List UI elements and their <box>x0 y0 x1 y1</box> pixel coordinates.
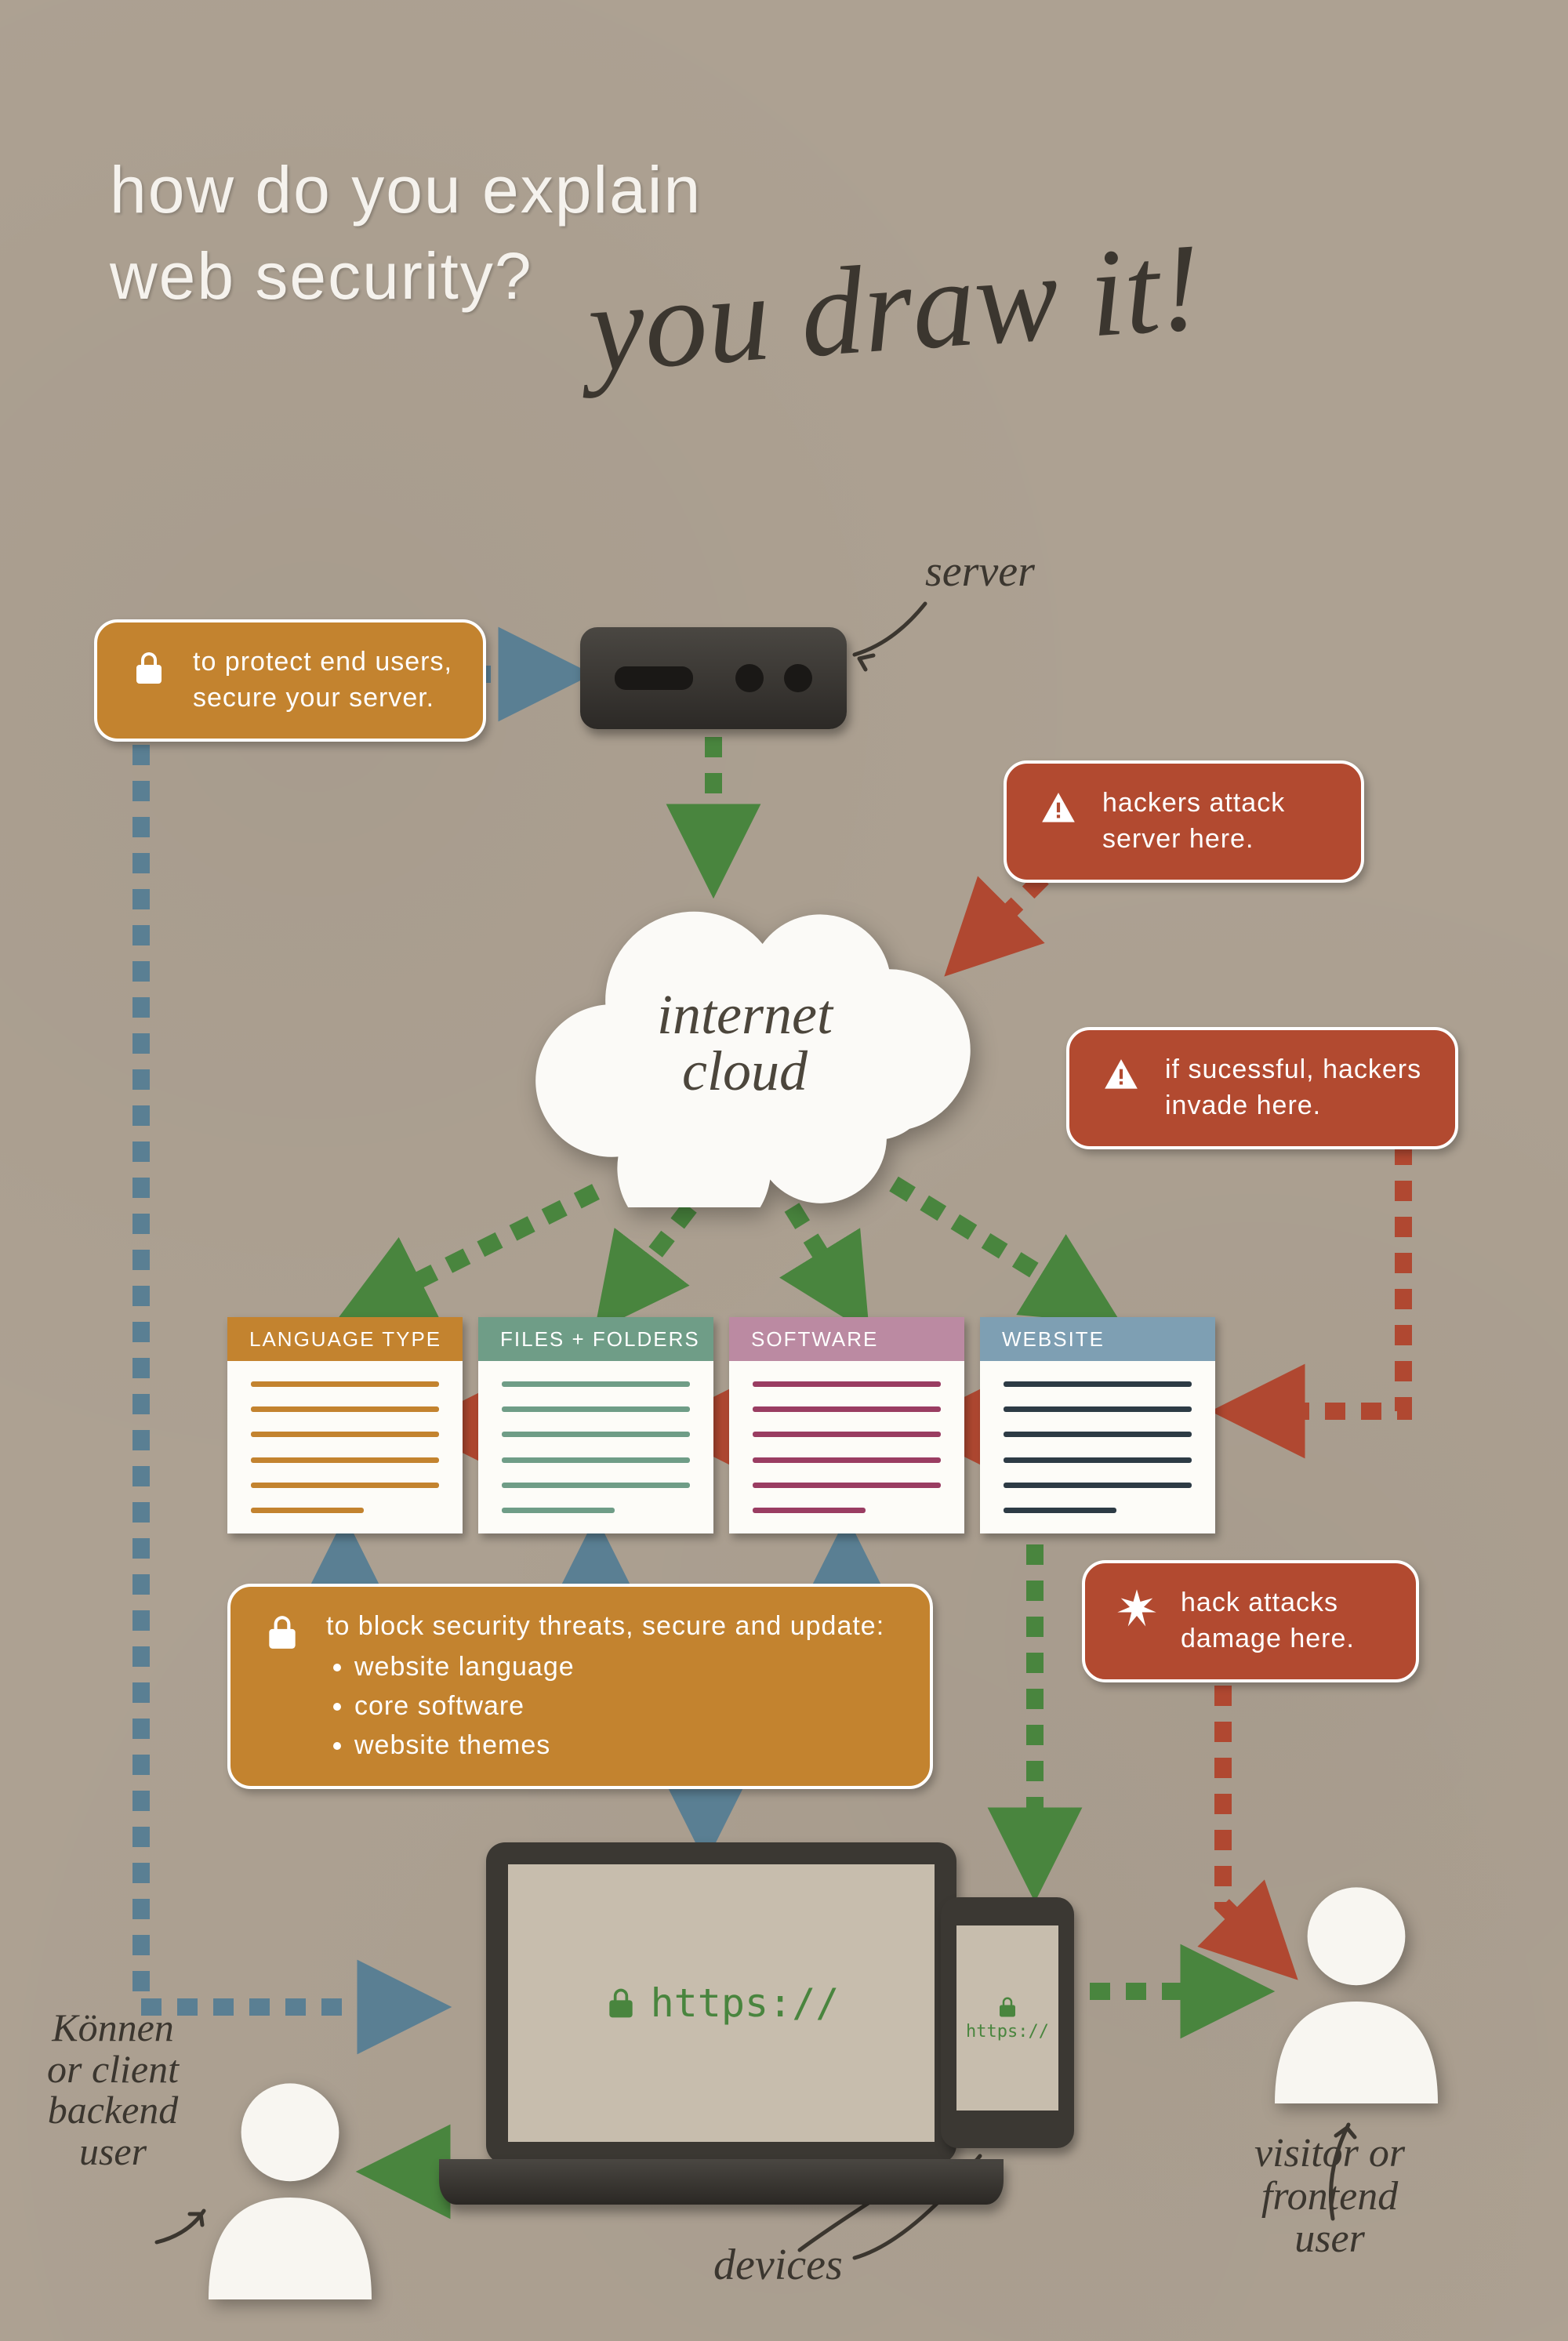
title-line-1: how do you explain <box>110 149 702 231</box>
callout-hackers-attack: hackers attack server here. <box>1004 760 1364 883</box>
card-tab: LANGUAGE TYPE <box>227 1317 463 1361</box>
cloud-label-1: internet <box>657 986 833 1043</box>
card-tab: WEBSITE <box>980 1317 1215 1361</box>
callout-block-threats: to block security threats, secure and up… <box>227 1584 933 1789</box>
list-item: website language <box>354 1650 884 1686</box>
callout-text: to protect end users, <box>193 644 452 681</box>
card-website: WEBSITE <box>980 1317 1215 1533</box>
card-software: SOFTWARE <box>729 1317 964 1533</box>
card-tab: FILES + FOLDERS <box>478 1317 713 1361</box>
callout-text: invade here. <box>1165 1088 1421 1124</box>
callout-text: hack attacks <box>1181 1585 1355 1621</box>
callout-text: secure your server. <box>193 681 452 717</box>
card-language: LANGUAGE TYPE <box>227 1317 463 1533</box>
list-item: website themes <box>354 1728 884 1764</box>
subtitle: you draw it! <box>584 214 1206 401</box>
phone-icon: https:// <box>941 1897 1074 2148</box>
callout-hack-damage: hack attacks damage here. <box>1082 1560 1419 1682</box>
server-label: server <box>925 549 1035 595</box>
cloud-label-2: cloud <box>682 1043 808 1099</box>
callout-protect-server: to protect end users, secure your server… <box>94 619 486 742</box>
callout-hackers-invade: if sucessful, hackers invade here. <box>1066 1027 1458 1149</box>
lock-icon <box>125 644 172 691</box>
cloud-icon: internet cloud <box>486 878 1004 1207</box>
warning-icon <box>1098 1052 1145 1099</box>
laptop-icon: https:// <box>439 1842 1004 2205</box>
burst-icon <box>1113 1585 1160 1632</box>
server-icon <box>580 627 847 729</box>
devices-label: devices <box>713 2242 843 2288</box>
warning-icon <box>1035 786 1082 833</box>
https-label: https:// <box>966 2022 1049 2042</box>
https-label: https:// <box>651 1980 840 2026</box>
frontend-user-label: visitor or frontend user <box>1254 2132 1405 2261</box>
callout-text: if sucessful, hackers <box>1165 1052 1421 1088</box>
list-item: core software <box>354 1689 884 1725</box>
callout-heading: to block security threats, secure and up… <box>326 1609 884 1645</box>
lock-icon <box>996 1995 1019 2019</box>
callout-text: damage here. <box>1181 1621 1355 1657</box>
callout-text: hackers attack <box>1102 786 1285 822</box>
card-files: FILES + FOLDERS <box>478 1317 713 1533</box>
backend-user-label: Können or client backend user <box>47 2007 179 2172</box>
frontend-user-icon <box>1254 1874 1458 2109</box>
card-tab: SOFTWARE <box>729 1317 964 1361</box>
callout-text: server here. <box>1102 822 1285 858</box>
lock-icon <box>259 1609 306 1656</box>
title-line-2: web security? <box>110 235 533 318</box>
lock-icon <box>604 1986 638 2020</box>
backend-user-icon <box>188 2070 392 2305</box>
